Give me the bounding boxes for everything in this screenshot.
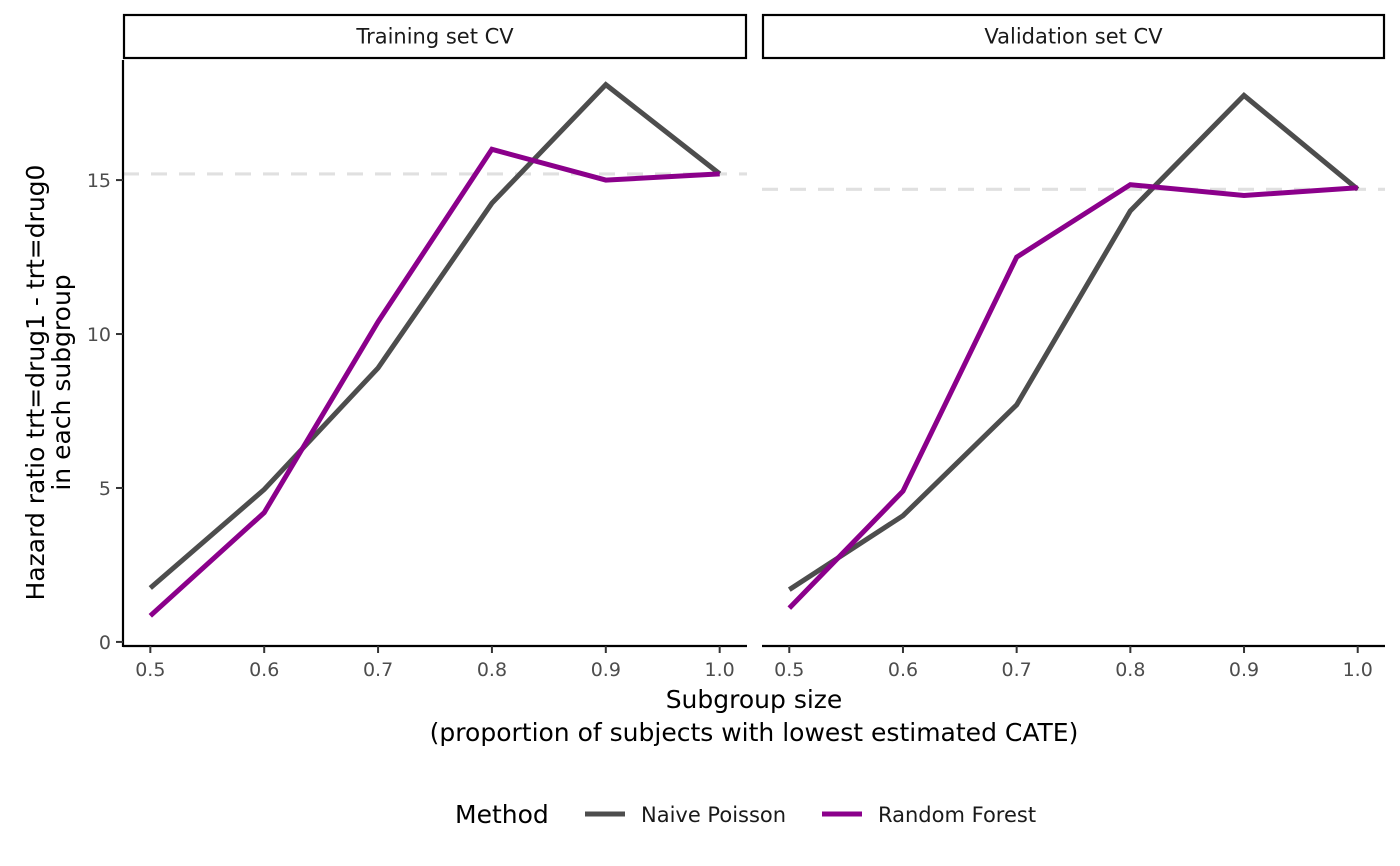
y-tick-label: 10 — [87, 324, 111, 346]
y-axis-title-line: Hazard ratio trt=drug1 - trt=drug0 — [21, 165, 50, 601]
facet-strip — [761, 13, 1386, 60]
x-tick-label: 0.5 — [774, 659, 804, 681]
y-axis-title: Hazard ratio trt=drug1 - trt=drug0in eac… — [21, 165, 76, 601]
x-tick-label: 0.8 — [477, 659, 507, 681]
y-axis-title-line: in each subgroup — [47, 274, 76, 490]
legend-label: Naive Poisson — [641, 803, 786, 827]
x-tick-label: 0.8 — [1115, 659, 1145, 681]
facet-panels: Training set CV0.5 0.6 0.7 0.8 0.9 1.0Validat… — [122, 13, 1386, 681]
x-axis-title-line: Subgroup size — [666, 685, 843, 714]
legend: Method Naive Poisson Random Forest — [455, 800, 1036, 829]
x-tick-label: 0.9 — [591, 659, 621, 681]
x-tick-label: 0.5 — [135, 659, 165, 681]
series-line — [787, 92, 1360, 592]
facet-strip — [122, 13, 748, 60]
y-tick-label: 0 — [99, 632, 111, 654]
y-axis: 0 5 10 15 — [87, 60, 125, 654]
x-axis-title: Subgroup size (proportion of subjects wit… — [430, 685, 1079, 747]
x-tick-label: 0.7 — [1002, 659, 1032, 681]
facet-title: Training set CV — [355, 25, 514, 49]
x-tick-label: 0.7 — [363, 659, 393, 681]
x-tick-label: 1.0 — [705, 659, 735, 681]
y-tick-label: 5 — [99, 478, 111, 500]
facet-panel: Validation set CV 0.5 0.6 0.7 0.8 0.9 1.0 — [761, 13, 1386, 681]
x-tick-label: 1.0 — [1343, 659, 1373, 681]
facet-title: Validation set CV — [984, 25, 1163, 49]
x-axis-title-line: (proportion of subjects with lowest esti… — [430, 718, 1079, 747]
series-line — [148, 81, 722, 590]
legend-label: Random Forest — [878, 803, 1036, 827]
series-line — [787, 182, 1358, 610]
x-tick-label: 0.6 — [249, 659, 279, 681]
legend-title: Method — [455, 800, 549, 829]
series-line — [148, 146, 720, 618]
x-tick-label: 0.9 — [1229, 659, 1259, 681]
x-tick-label: 0.6 — [888, 659, 918, 681]
facet-panel: Training set CV 0.5 0.6 0.7 0.8 0.9 1.0 — [122, 13, 748, 681]
y-tick-label: 15 — [87, 170, 111, 192]
